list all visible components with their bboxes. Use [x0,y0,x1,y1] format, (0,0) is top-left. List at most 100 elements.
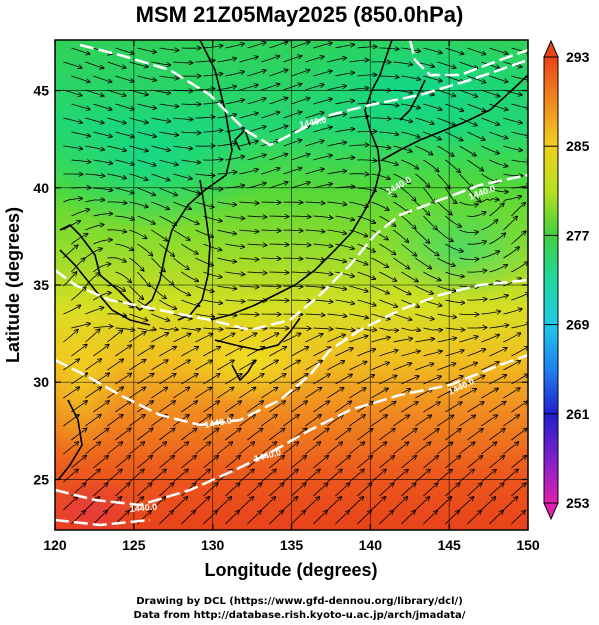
streamline [335,73,354,77]
streamline [511,75,528,81]
streamline [445,402,462,413]
streamline [467,511,481,525]
streamline [85,145,104,150]
streamline [85,273,99,287]
streamline [181,428,196,441]
streamline [401,131,419,138]
streamline [225,72,244,77]
streamline [371,146,390,148]
streamline [503,145,522,150]
streamline [85,89,103,96]
streamline [349,257,367,265]
streamline [305,286,324,288]
streamline [63,89,81,96]
streamline [203,347,220,357]
streamline [313,155,332,161]
streamline [159,347,176,357]
streamline [107,89,125,96]
streamline [181,271,198,281]
streamline [335,243,354,249]
streamline [203,159,222,160]
streamline [291,216,310,217]
streamline [459,336,477,343]
streamline [203,483,217,497]
streamline [379,243,395,255]
streamline [401,429,417,441]
streamline [261,333,278,343]
streamline [291,300,310,301]
streamline [371,388,388,399]
x-axis-title: Longitude (degrees) [204,560,377,580]
streamline [115,345,131,357]
streamline [107,442,122,455]
streamline [217,58,236,63]
streamline [151,117,170,122]
streamline [503,196,521,203]
streamline [357,243,375,252]
streamline [459,173,472,188]
streamline [467,159,483,171]
streamline [195,146,214,147]
streamline [93,401,109,413]
streamline [63,442,78,455]
wind-streamlines [63,42,528,525]
streamline [195,60,214,62]
streamline [401,402,417,413]
streamline [459,363,477,371]
streamline [415,389,432,399]
streamline [239,497,253,511]
streamline [283,442,298,455]
colorbar: 293 285 277 269 261 253 [543,39,590,521]
streamline [173,469,188,483]
streamline [291,42,309,49]
streamline [379,215,395,226]
streamline [393,285,410,294]
streamline [247,401,263,413]
streamline [481,362,498,371]
streamline [489,265,507,273]
streamline [503,89,522,95]
streamline [85,117,104,123]
streamline [195,174,214,176]
streamline [467,47,485,54]
streamline [291,244,310,245]
streamline [305,334,322,343]
streamline [445,429,461,441]
streamline [129,313,147,321]
streamline [181,187,200,193]
streamline [371,497,385,511]
streamline [129,285,143,299]
streamline [269,216,288,217]
streamline [195,229,213,237]
streamline [151,229,167,241]
streamline [467,299,486,300]
streamline [445,47,463,54]
streamline [335,374,352,385]
streamline [71,209,89,217]
streamline [437,313,456,317]
streamline [107,415,123,427]
streamline [467,131,485,140]
streamline [327,388,343,399]
streamline [203,102,222,104]
streamline [415,229,429,243]
streamline [269,182,287,189]
streamline [85,469,100,483]
streamline [415,257,431,269]
streamline [269,154,287,161]
streamline [247,511,261,525]
streamline [261,415,277,427]
streamline [261,360,278,371]
streamline [511,374,528,385]
streamline [203,328,222,329]
streamline [181,511,195,525]
streamline [415,285,433,294]
streamline [225,185,244,188]
streamline [357,456,372,469]
streamline [159,456,174,469]
streamline [445,103,463,111]
streamline [239,85,258,91]
streamline [467,212,485,217]
streamline [129,442,144,455]
streamline [239,286,258,287]
